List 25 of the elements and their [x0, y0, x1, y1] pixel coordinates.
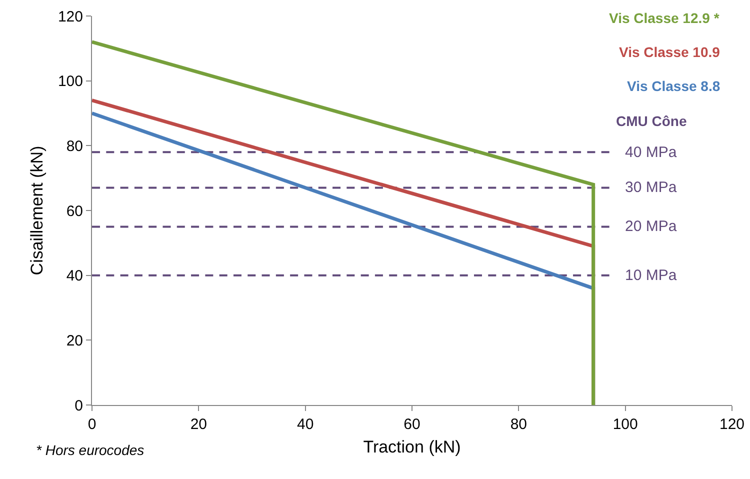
x-tick-label: 20	[190, 416, 208, 433]
annotation: CMU Cône	[616, 113, 687, 129]
y-tick-label: 20	[66, 332, 83, 350]
y-tick-label: 60	[66, 202, 83, 220]
x-axis-title: Traction (kN)	[363, 437, 461, 456]
x-tick-label: 40	[296, 416, 314, 433]
text: Vis Classe 10.9	[619, 44, 720, 60]
y-tick-label: 100	[58, 73, 83, 90]
x-tick-label: 100	[612, 416, 638, 433]
x-tick-label: 120	[719, 416, 745, 433]
y-tick-label: 80	[66, 138, 83, 155]
x-tick-label: 60	[404, 416, 420, 433]
text: Vis Classe 8.8	[627, 78, 720, 94]
y-tick-label: 120	[58, 8, 83, 26]
series-label: 30 MPa	[625, 179, 678, 196]
series-label: 40 MPa	[625, 144, 678, 161]
x-tick-label: 0	[88, 416, 96, 433]
x-tick-label: 80	[510, 416, 528, 433]
text: * Hors eurocodes	[36, 442, 144, 458]
y-tick-label: 0	[74, 397, 83, 414]
text: Vis Classe 12.9 *	[609, 10, 720, 26]
y-axis-title: Cisaillement (kN)	[28, 146, 47, 276]
series-label: 20 MPa	[625, 218, 678, 235]
series-label: 10 MPa	[625, 267, 678, 284]
y-tick-label: 40	[66, 268, 83, 285]
